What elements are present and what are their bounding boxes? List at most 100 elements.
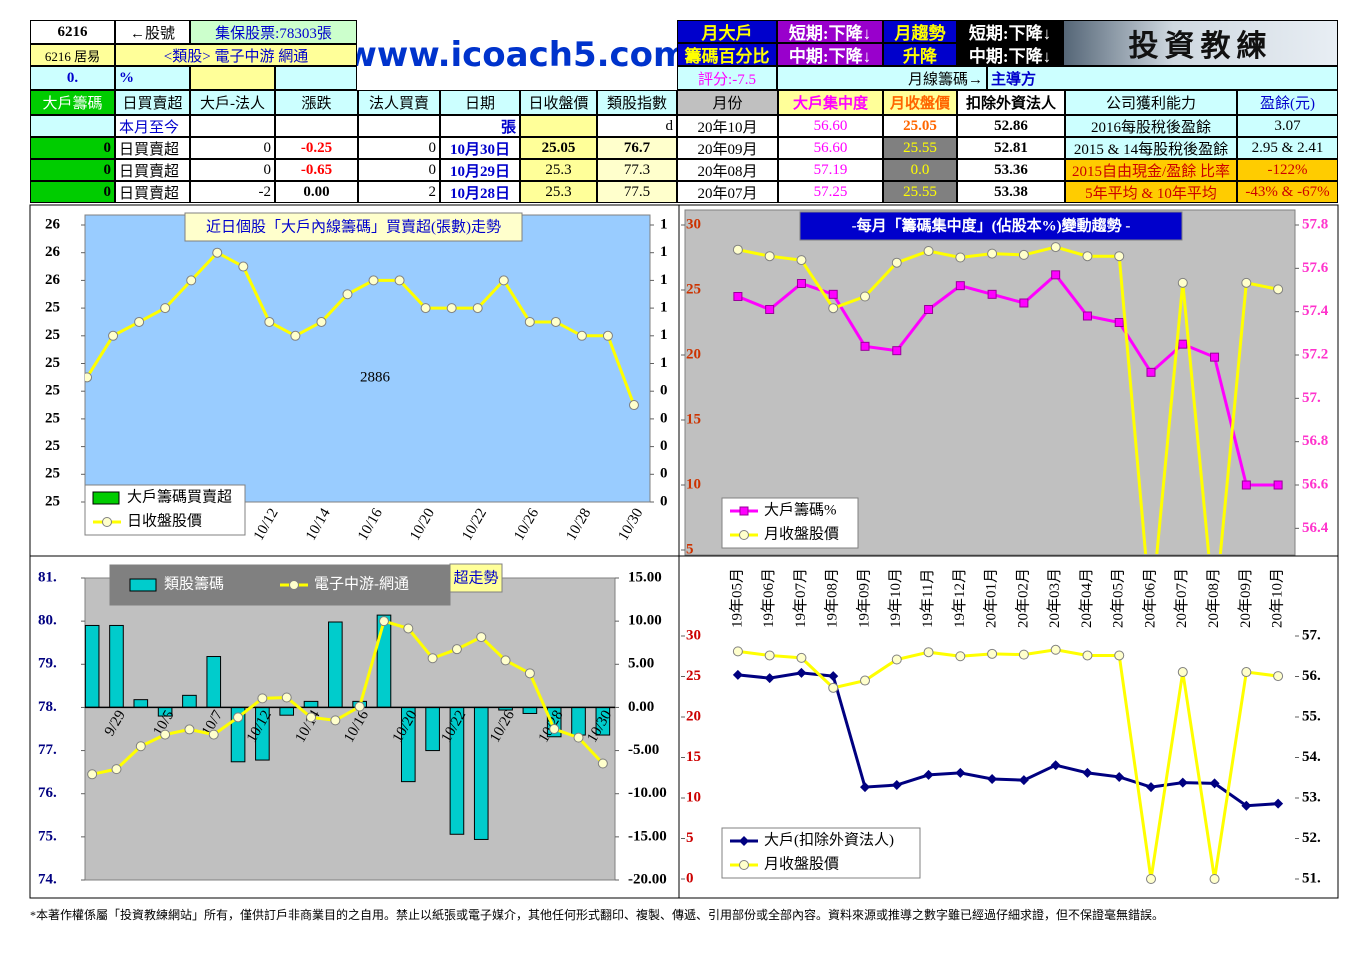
table-cell: 56.60 — [778, 115, 883, 137]
legend-box — [721, 827, 921, 879]
y2-tick-label: 54. — [1302, 749, 1321, 765]
point-marker — [306, 712, 317, 723]
legend-label: 類股籌碼 — [164, 575, 224, 592]
shares: 集保股票:78303張 — [190, 20, 357, 44]
bar — [109, 624, 124, 708]
y-tick-label: 79. — [38, 656, 57, 672]
x-tick-label: 19年08月 — [824, 568, 841, 628]
x-tick-label: 19年09月 — [855, 568, 872, 628]
table-header: 類股指數 — [597, 90, 677, 115]
point-marker — [602, 330, 613, 341]
series-group — [732, 644, 1284, 884]
legend-swatch — [129, 578, 157, 592]
point-marker — [233, 712, 244, 723]
x-tick-label: 10/12 — [251, 506, 282, 544]
y2-tick-label: 52. — [1302, 830, 1321, 846]
bar — [84, 624, 100, 708]
site-url: www.icoach5.com — [357, 35, 677, 75]
table-header: 月收盤價 — [883, 90, 957, 115]
point-marker — [796, 255, 807, 266]
point-marker — [472, 303, 483, 314]
x-tick-label: 20年03月 — [1046, 568, 1063, 628]
x-tick-label: 10/28 — [563, 506, 594, 544]
monthly-title: 升降 — [883, 43, 957, 66]
x-tick-label: 20年06月 — [1141, 568, 1158, 628]
point-marker — [289, 580, 299, 590]
x-tick-label: 20年05月 — [1110, 568, 1127, 628]
point-marker — [891, 780, 902, 791]
point-marker — [1114, 318, 1124, 327]
point-marker — [476, 632, 487, 643]
point-marker — [1177, 277, 1188, 288]
x-tick-label: 10/22 — [459, 506, 490, 544]
point-marker — [891, 257, 902, 268]
point-marker — [134, 316, 145, 327]
table-cell — [275, 115, 358, 137]
y2-tick-label: 56.8 — [1302, 433, 1328, 449]
y2-tick-label: 5.00 — [628, 656, 654, 672]
table-cell: 張 — [440, 115, 520, 137]
point-marker — [1178, 339, 1188, 349]
point-marker — [955, 252, 966, 263]
y-tick-label: 25 — [686, 668, 701, 684]
table-cell: 20年07月 — [677, 181, 778, 203]
x-tick-label: 20年09月 — [1237, 568, 1254, 628]
y-tick-label: 30 — [686, 627, 701, 643]
point-marker — [1114, 251, 1125, 262]
table-cell: -43% & -67% — [1237, 181, 1338, 203]
point-marker — [924, 305, 934, 314]
point-marker — [732, 244, 743, 255]
y-tick-label: 26 — [45, 244, 61, 260]
point-marker — [1273, 480, 1283, 490]
point-marker — [796, 667, 807, 678]
y2-tick-label: 57.6 — [1302, 260, 1329, 276]
x-tick-label: 20年01月 — [983, 568, 1000, 628]
series-group — [87, 616, 608, 780]
title-box — [184, 212, 523, 242]
point-marker — [987, 248, 998, 259]
point-marker — [446, 303, 457, 314]
point-marker — [955, 651, 966, 662]
y2-tick-label: -10.00 — [628, 785, 667, 801]
point-marker — [987, 648, 998, 659]
y2-tick-label: 57. — [1302, 627, 1321, 643]
point-marker — [764, 650, 775, 661]
y-tick-label: 77. — [38, 742, 57, 758]
y-tick-label: 5 — [686, 830, 694, 846]
table-cell: 本月至今 — [115, 115, 190, 137]
point-marker — [135, 741, 146, 752]
point-marker — [378, 616, 389, 627]
point-marker — [1241, 480, 1251, 490]
point-marker — [1018, 249, 1029, 260]
chart-title: -每月「籌碼集中度」(佔股本%)變動趨勢 - — [852, 216, 1131, 234]
point-marker — [955, 767, 966, 778]
sector: <類股> 電子中游 網通 — [115, 44, 357, 66]
table-cell: d — [597, 115, 677, 137]
y2-tick-label: 56. — [1302, 668, 1321, 684]
chart-frame — [29, 204, 1339, 899]
monthly-chips: 月線籌碼→ — [777, 66, 987, 90]
chart-title: 近日個股「大戶內線籌碼」買賣超(張數)走勢 — [206, 218, 501, 235]
y2-tick-label: 1 — [660, 272, 668, 288]
table-cell: 52.81 — [957, 137, 1065, 159]
point-marker — [264, 316, 275, 327]
point-marker — [923, 769, 934, 780]
x-tick-label: 19年11月 — [919, 569, 936, 628]
point-marker — [1146, 782, 1156, 793]
line-series — [737, 671, 1279, 808]
legend-label: 大戶(扣除外資法人) — [764, 831, 894, 848]
series-group — [732, 242, 1284, 554]
point-marker — [212, 247, 223, 258]
table-cell: 52.86 — [957, 115, 1065, 137]
bar — [182, 694, 197, 708]
y-tick-label: 80. — [38, 613, 57, 629]
plot-area — [84, 577, 616, 881]
stock-name: 6216 居易 — [30, 44, 115, 66]
point-marker — [87, 769, 98, 780]
point-marker — [860, 782, 870, 793]
code-label: ←股號 — [115, 20, 190, 44]
y2-tick-label: 1 — [660, 355, 668, 371]
point-marker — [111, 764, 122, 775]
